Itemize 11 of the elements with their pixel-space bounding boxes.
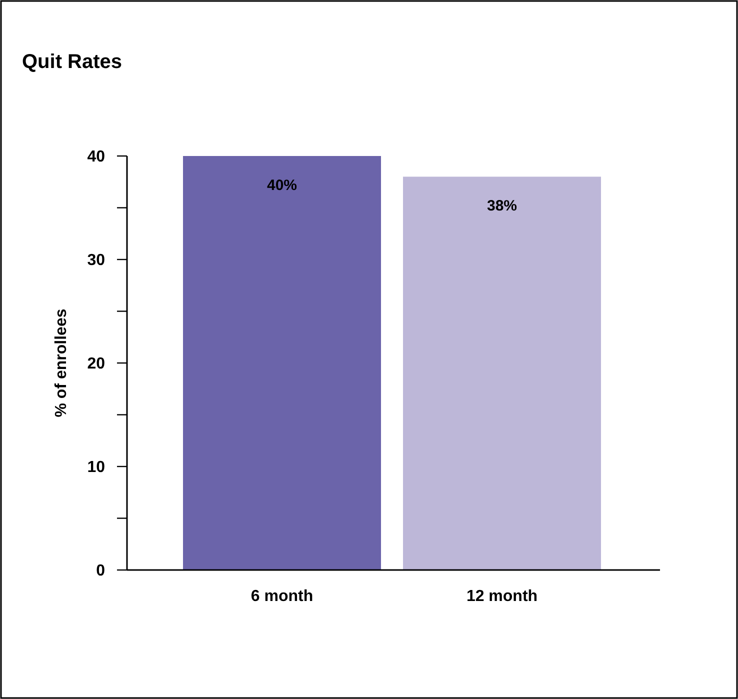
- y-tick-label: 0: [96, 562, 106, 580]
- chart-title: Quit Rates: [22, 51, 122, 73]
- y-tick-label: 40: [87, 148, 106, 166]
- y-tick-label: 30: [87, 252, 106, 270]
- x-tick-label: 12 month: [466, 588, 538, 605]
- data-label: 40%: [266, 177, 298, 194]
- x-tick-label: 6 month: [250, 588, 314, 605]
- y-tick-label: 10: [87, 459, 106, 476]
- data-label: 38%: [486, 198, 518, 215]
- y-tick-label: 20: [87, 356, 106, 373]
- y-axis-title: % of enrollees: [53, 308, 70, 418]
